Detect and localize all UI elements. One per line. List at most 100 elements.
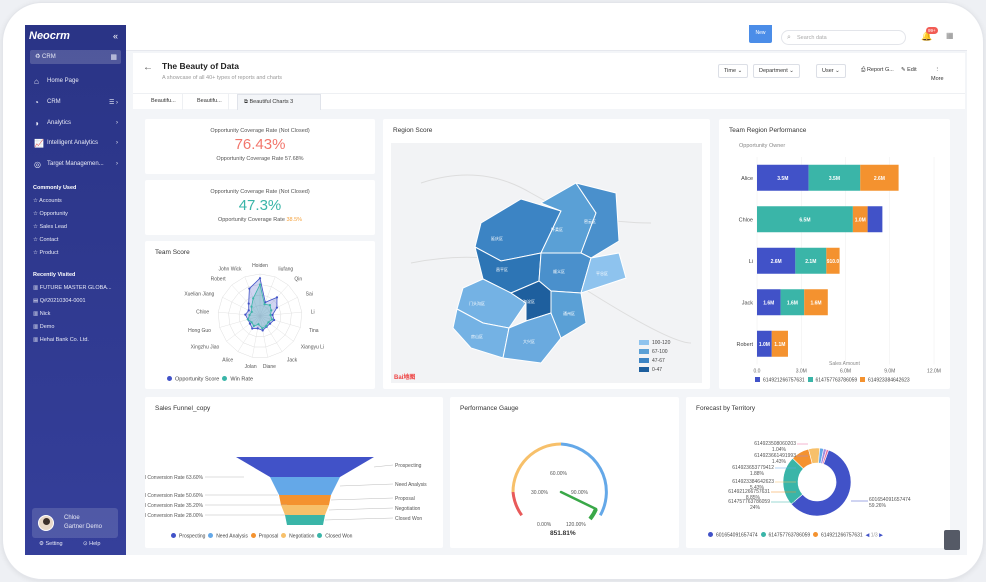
map-area[interactable]: 延庆区 怀柔区 密云区 昌平区 顺义区 平谷区 海淀区 门头沟区 房山区 大兴区… (391, 143, 702, 383)
copy-icon: ⧉ (244, 99, 250, 105)
edit-button[interactable]: ✎ Edit (901, 67, 917, 73)
report-button[interactable]: ⎙ Report G... (861, 67, 894, 74)
radar-axis-label: Li (311, 309, 315, 315)
radar-point (250, 310, 253, 313)
help-button[interactable]: ⊙ Help (83, 541, 100, 547)
radar-point (248, 322, 252, 325)
setting-button[interactable]: ⚙ Setting (39, 541, 63, 547)
kpi-card-coverage-2: Opportunity Coverage Rate (Not Closed) 4… (145, 180, 375, 235)
legend-label: Opportunity Score (175, 376, 220, 383)
building-icon: ▥ (33, 337, 40, 343)
x-tick-label: 3.0M (796, 369, 807, 375)
collapse-sidebar-icon[interactable]: « (112, 31, 118, 41)
shortcut-product[interactable]: ☆ Product (33, 250, 58, 256)
funnel-stage (285, 515, 325, 525)
radar-axis-label: Diane (263, 364, 276, 370)
radar-axis-label: Xuelian Jiang (184, 291, 214, 297)
map-label: 昌平区 (496, 267, 508, 272)
map-legend-item[interactable]: 100-120 (639, 339, 670, 348)
legend-label: Closed Won (325, 533, 353, 540)
user-card[interactable]: Chloe Gartner Demo (32, 508, 118, 538)
radar-axis-label: liufang (278, 266, 293, 272)
star-icon: ☆ (33, 224, 40, 230)
radar-axis (259, 297, 298, 317)
recent-item-label: Q#20210304-0001 (39, 298, 86, 304)
tab-beautiful-charts-3[interactable]: ⧉ Beautiful Charts 3 (237, 94, 321, 110)
radar-point (252, 324, 255, 328)
sidebar-item-analytics[interactable]: ◑ Analytics › (25, 115, 126, 133)
radar-point (258, 283, 262, 286)
sidebar-item-label: Target Managemen... (47, 161, 104, 167)
radar-axis (259, 276, 276, 317)
tab-label: Beautiful Charts 3 (249, 99, 294, 105)
performance-gauge-chart: 851.81% 0.00% 30.00% 60.00% 90.00% 120.0… (511, 442, 608, 537)
print-icon: ⎙ (861, 67, 867, 73)
shortcut-opportunity[interactable]: ☆ Opportunity (33, 211, 68, 217)
recent-item[interactable]: ▥ FUTURE MASTER GLOBA... (33, 285, 112, 291)
map-label: 房山区 (471, 333, 483, 339)
map-legend-item[interactable]: 47-67 (639, 357, 670, 366)
donut-slice-label: 24% (750, 505, 761, 511)
radar-point (252, 297, 255, 300)
sidebar-item-intelligent-analytics[interactable]: 📈 Intelligent Analytics › (25, 135, 126, 153)
map-legend-item[interactable]: 0-47 (639, 366, 670, 375)
shortcut-contact[interactable]: ☆ Contact (33, 237, 58, 243)
region-pinggu[interactable] (580, 252, 627, 294)
more-button[interactable]: ⋮ More (931, 66, 944, 84)
help-label: Help (89, 541, 101, 547)
card-title: Sales Funnel_copy (155, 405, 211, 412)
sidebar-item-target[interactable]: ◎ Target Managemen... › (25, 156, 126, 174)
bar-data-label: 1.1M (774, 342, 785, 348)
sidebar-item-home[interactable]: ⌂ Home Page (25, 73, 126, 91)
funnel-stage (279, 495, 331, 505)
sidebar: Neocrm « ♻ CRM ▦ ⌂ Home Page ◔ CRM ☰ › ◑ Ana… (25, 25, 126, 555)
building-icon[interactable]: ▦ (946, 31, 954, 40)
funnel-stage (236, 457, 374, 477)
radar-axis (237, 315, 261, 352)
back-arrow-icon[interactable]: ← (143, 62, 153, 73)
recent-item[interactable]: ▥ Demo (33, 324, 54, 330)
recent-item[interactable]: ▥ Hehai Bank Co. Ltd. (33, 337, 89, 343)
funnel-stage-label: Proposal (395, 496, 415, 502)
radar-axis-label: Robert (211, 276, 227, 282)
map-label: 平谷区 (596, 270, 608, 276)
sales-funnel-chart: Prospecting Total Conversion Rate 63.60% N… (145, 457, 427, 525)
building-icon: ▥ (33, 324, 40, 330)
radar-point (264, 301, 267, 304)
filter-user[interactable]: User ⌄ (816, 64, 846, 78)
radar-legend: Opportunity Score Win Rate (167, 376, 253, 383)
sidebar-item-crm[interactable]: ◔ CRM ☰ › (25, 94, 126, 112)
team-score-card: Team Score Hoiden liufang Qin Sai Li Tina Xian… (145, 241, 375, 389)
bar-data-label: 1.6M (810, 300, 821, 306)
radar-axis (259, 311, 302, 317)
radar-axis-label: Hong Guo (188, 328, 211, 334)
tab-beautiful-1[interactable]: Beautifu... (145, 94, 183, 110)
recent-item[interactable]: ▥ Nick (33, 311, 50, 317)
crm-selector[interactable]: ♻ CRM ▦ (30, 50, 121, 64)
region-tongzhou[interactable] (550, 290, 587, 339)
search-input[interactable]: ⌕ Search data (781, 30, 906, 45)
shortcut-accounts[interactable]: ☆ Accounts (33, 198, 62, 204)
tab-beautiful-2[interactable]: Beautifu... (191, 94, 229, 110)
radar-axis (231, 284, 261, 317)
app-grid-icon[interactable]: ▦ (110, 54, 117, 61)
recent-item-label: Nick (39, 311, 51, 317)
radar-axis-label: Xingzhu Jiao (191, 345, 220, 351)
radar-point (271, 318, 274, 321)
map-legend-item[interactable]: 67-100 (639, 348, 670, 357)
star-icon: ☆ (33, 211, 40, 217)
bell-icon[interactable]: 🔔 (921, 31, 933, 41)
shortcut-sales-lead[interactable]: ☆ Sales Lead (33, 224, 67, 230)
funnel-stage-label: Negotiation (395, 506, 421, 512)
filter-department[interactable]: Department ⌄ (753, 64, 800, 78)
scroll-handle[interactable] (944, 530, 960, 550)
chevron-right-icon[interactable]: ▶ (879, 532, 883, 539)
page-header: ← The Beauty of Data A showcase of all 4… (133, 53, 965, 110)
filter-time[interactable]: Time ⌄ (718, 64, 749, 78)
bar-segment (867, 206, 883, 233)
new-tag[interactable]: New (749, 25, 772, 43)
chevron-left-icon[interactable]: ◀ (864, 532, 870, 539)
bar-segment (780, 289, 805, 316)
donut-slice-label: 614923661491993 (754, 453, 796, 459)
recent-item[interactable]: ▤ Q#20210304-0001 (33, 298, 86, 304)
